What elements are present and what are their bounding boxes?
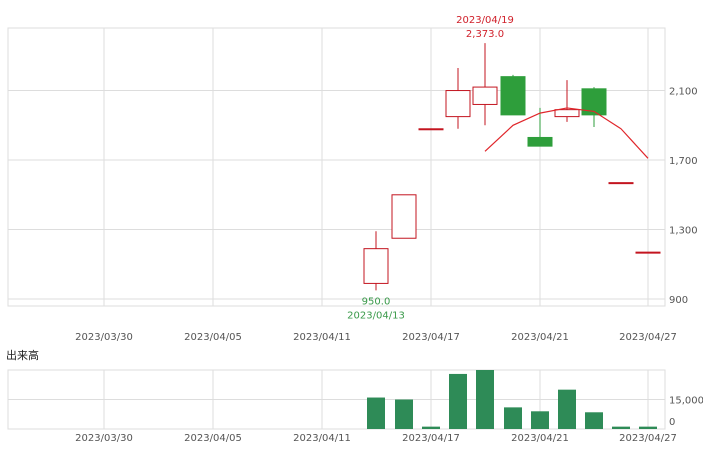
price-axis: 2,100 1,700 1,300 900 2023/03/30 2023/04/05 20… [75,87,697,343]
volume-plot-area [367,370,657,429]
volume-bar [395,399,413,429]
price-x-tick-label: 2023/03/30 [75,332,133,343]
volume-x-tick-label: 2023/04/21 [511,433,569,444]
candle-body [418,128,444,131]
volume-bar [558,389,576,429]
volume-bar [585,412,603,429]
price-plot-area [363,43,661,291]
volume-x-tick-label: 2023/04/27 [619,433,677,444]
high-annotation-value: 2,373.0 [466,29,504,40]
candle [363,231,389,291]
low-annotation-value: 950.0 [362,296,391,307]
volume-y-tick-label: 0 [669,417,675,428]
volume-bar [367,397,385,429]
candle [635,251,661,254]
volume-bar [612,426,630,429]
price-x-tick-label: 2023/04/05 [184,332,242,343]
low-annotation-date: 2023/04/13 [347,310,405,321]
price-y-tick-label: 1,300 [669,226,698,237]
candle [472,43,498,126]
candle-body [527,136,553,147]
volume-bar [476,370,494,429]
candle [608,182,634,185]
price-x-tick-label: 2023/04/17 [402,332,460,343]
annotations: 2023/04/19 2,373.0 950.0 2023/04/13 [347,15,514,321]
volume-x-tick-label: 2023/03/30 [75,433,133,444]
candle [527,107,553,147]
price-y-tick-label: 1,700 [669,156,698,167]
volume-grid [7,369,666,430]
volume-y-tick-label: 15,000, [669,396,703,407]
price-x-tick-label: 2023/04/27 [619,332,677,343]
high-annotation-date: 2023/04/19 [456,15,514,26]
candle [554,80,580,122]
price-y-tick-label: 2,100 [669,87,698,98]
price-panel-frame [7,27,666,307]
candle [391,194,417,239]
volume-x-tick-label: 2023/04/17 [402,433,460,444]
volume-bar [531,411,549,429]
price-grid [7,27,666,307]
candle-body [391,194,417,239]
price-x-tick-label: 2023/04/11 [293,332,351,343]
volume-bar [422,426,440,429]
candle-body [363,248,389,284]
volume-x-tick-label: 2023/04/11 [293,433,351,444]
volume-x-tick-label: 2023/04/05 [184,433,242,444]
volume-axis: 15,000, 0 2023/03/30 2023/04/05 2023/04/11 20… [75,396,703,445]
candle-body [635,251,661,254]
candle-body [608,182,634,185]
volume-title: 出来高 [6,348,39,362]
volume-bar [639,426,657,429]
price-x-tick-label: 2023/04/21 [511,332,569,343]
candle-body [554,109,580,118]
volume-bar [449,373,467,429]
candle [418,128,444,131]
candle-body [500,76,526,116]
candle [500,74,526,116]
candle [445,67,471,129]
moving-average-line [484,107,649,159]
candle-body [472,86,498,105]
candle-body [445,90,471,118]
volume-bar [504,407,522,429]
price-y-tick-label: 900 [669,295,688,306]
